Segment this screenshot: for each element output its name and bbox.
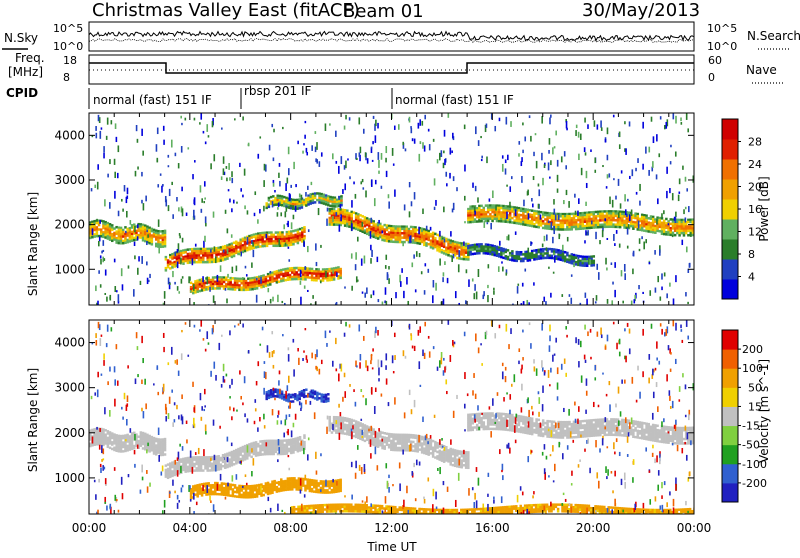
colorbar-swatch (722, 179, 738, 200)
colorbar-swatch (722, 279, 738, 300)
colorbar-swatch (722, 445, 738, 465)
colorbar-swatch (722, 406, 738, 426)
y-tick-label: 3000 (54, 381, 85, 395)
x-tick-label: 00:00 (72, 521, 107, 535)
velocity-panel: 4000 3000 2000 1000 00:00 04:00 08:00 12:00 16:… (26, 320, 771, 554)
colorbar-swatch (722, 259, 738, 280)
time-xlabel: Time UT (366, 540, 417, 554)
colorbar-swatch (722, 199, 738, 220)
colorbar-swatch (722, 119, 738, 140)
nave-tick-bottom: 0 (708, 71, 715, 84)
date-title: 30/May/2013 (582, 0, 700, 21)
freq-trace (89, 63, 694, 73)
colorbar-swatch (722, 483, 738, 503)
cpid-segment-2: rbsp 201 IF (244, 84, 311, 98)
colorbar-tick-label: 8 (748, 248, 755, 261)
colorbar-swatch (722, 387, 738, 407)
x-tick-label: 20:00 (576, 521, 611, 535)
y-tick-label: 2000 (54, 218, 85, 232)
cpid-label: CPID (6, 86, 38, 100)
noise-right-tick-bottom: 10^0 (707, 40, 737, 53)
x-tick-label: 16:00 (475, 521, 510, 535)
colorbar-swatch (722, 464, 738, 484)
cpid-segment-3: normal (fast) 151 IF (395, 93, 514, 107)
x-tick-label: 04:00 (173, 521, 208, 535)
noise-left-tick-bottom: 10^0 (53, 40, 83, 53)
noise-panel: N.Sky 10^5 10^0 10^5 10^0 N.Search (2, 22, 800, 53)
colorbar-swatch (722, 139, 738, 160)
colorbar-tick-label: 28 (748, 136, 762, 149)
colorbar-swatch (722, 159, 738, 180)
power-x-ticks (89, 113, 694, 305)
station-title: Christmas Valley East (fitACF) (92, 0, 360, 21)
power-colorbar-label: Power [dB] (757, 176, 771, 241)
colorbar-swatch (722, 426, 738, 446)
noise-sky-line (89, 32, 694, 41)
freq-panel-frame (89, 55, 694, 84)
colorbar-tick-label: 4 (748, 271, 755, 284)
noise-panel-frame (89, 22, 694, 51)
colorbar-tick-label: -200 (742, 477, 767, 490)
nave-tick-top: 60 (708, 54, 722, 67)
x-tick-label: 12:00 (374, 521, 409, 535)
noise-right-tick-top: 10^5 (707, 22, 737, 35)
y-tick-label: 2000 (54, 426, 85, 440)
colorbar-tick-label: 24 (748, 158, 762, 171)
velocity-ylabel: Slant Range [km] (26, 368, 40, 472)
cpid-segment-1: normal (fast) 151 IF (93, 93, 212, 107)
y-tick-label: 3000 (54, 173, 85, 187)
colorbar-swatch (722, 330, 738, 350)
nave-label: Nave (746, 63, 777, 77)
colorbar-swatch (722, 239, 738, 260)
cpid-panel: CPID normal (fast) 151 IF rbsp 201 IF no… (6, 84, 514, 109)
power-ylabel: Slant Range [km] (26, 192, 40, 296)
y-tick-label: 1000 (54, 471, 85, 485)
velocity-colorbar-label: Velocity [m s^-1] (757, 359, 771, 463)
freq-tick-bottom: 8 (63, 71, 70, 84)
velocity-heatmap (89, 320, 696, 520)
freq-label-1: Freq. (15, 51, 45, 65)
noise-left-tick-top: 10^5 (53, 22, 83, 35)
colorbar-swatch (722, 349, 738, 369)
colorbar-swatch (722, 368, 738, 388)
freq-panel: Freq. [MHz] 18 8 60 0 Nave (8, 51, 784, 84)
noise-sky-trace (89, 32, 694, 43)
x-tick-label: 00:00 (677, 521, 712, 535)
power-heatmap (89, 113, 696, 311)
noise-right-label: N.Search (747, 29, 800, 43)
beam-title: Beam 01 (343, 1, 424, 22)
y-tick-label: 4000 (54, 128, 85, 142)
freq-label-2: [MHz] (8, 65, 43, 79)
noise-left-label: N.Sky (4, 31, 38, 45)
colorbar-swatch (722, 219, 738, 240)
x-tick-label: 08:00 (273, 521, 308, 535)
power-panel-frame (89, 113, 694, 305)
y-tick-label: 1000 (54, 262, 85, 276)
y-tick-label: 4000 (54, 336, 85, 350)
velocity-panel-frame (89, 320, 694, 514)
colorbar-tick-label: 200 (742, 343, 763, 356)
freq-tick-top: 18 (63, 54, 77, 67)
